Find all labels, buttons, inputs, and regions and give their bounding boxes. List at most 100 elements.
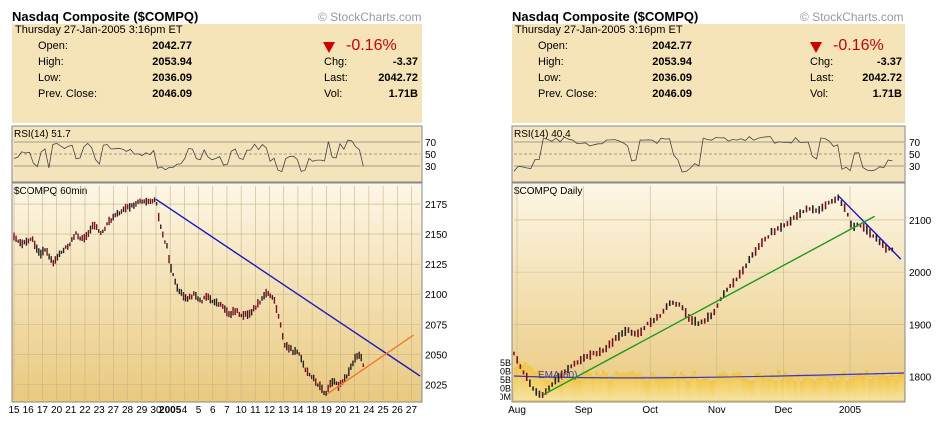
volume-bar <box>897 373 901 400</box>
x-tick-label: 26 <box>392 405 404 416</box>
volume-bar <box>728 376 732 400</box>
volume-bar <box>757 372 761 400</box>
volume-bar <box>683 374 687 400</box>
volume-bar <box>777 370 781 400</box>
volume-bar <box>878 378 882 400</box>
volume-bar <box>748 380 752 400</box>
volume-bar <box>754 373 758 400</box>
last-label: Last: <box>324 72 348 84</box>
volume-label: Vol: <box>810 88 829 100</box>
volume-bar <box>676 378 680 400</box>
volume-bar <box>809 379 813 400</box>
high-value: 2053.94 <box>652 56 692 68</box>
change-value: -3.37 <box>392 56 418 68</box>
x-tick-label: 21 <box>65 405 77 416</box>
chart-title: Nasdaq Composite ($COMPQ) <box>512 9 699 24</box>
volume-bar <box>865 370 869 400</box>
volume-bar <box>803 377 807 400</box>
volume-tick-label: 500M <box>500 392 511 402</box>
volume-bar <box>832 377 836 400</box>
x-tick-label: 5 <box>196 405 202 416</box>
y-tick-label: 2150 <box>425 230 448 241</box>
volume-bar <box>566 372 570 400</box>
volume-bar <box>842 371 846 400</box>
x-tick-label: 16 <box>23 405 35 416</box>
volume-bar <box>686 380 690 400</box>
volume-bar <box>592 376 596 400</box>
volume-bar <box>699 379 703 400</box>
prev-close-label: Prev. Close: <box>538 88 598 100</box>
prev-close-label: Prev. Close: <box>38 88 98 100</box>
x-tick-label: 20 <box>51 405 63 416</box>
volume-bar <box>514 367 518 400</box>
volume-bar <box>647 380 651 400</box>
volume-bar <box>845 381 849 400</box>
volume-bar <box>692 370 696 400</box>
high-value: 2053.94 <box>152 56 192 68</box>
x-tick-label: 17 <box>37 405 49 416</box>
volume-bar <box>705 377 709 400</box>
volume-bar <box>575 378 579 400</box>
x-tick-label: Oct <box>642 405 658 416</box>
change-percent: -0.16% <box>346 37 397 54</box>
volume-bar <box>725 373 729 400</box>
x-tick-label: 12 <box>264 405 276 416</box>
x-tick-label: 18 <box>307 405 319 416</box>
volume-bar <box>764 375 768 400</box>
trendline <box>326 334 414 395</box>
rsi-tick-label: 50 <box>909 150 921 161</box>
volume-bar <box>848 378 852 400</box>
y-tick-label: 2100 <box>909 216 932 227</box>
volume-bar <box>595 371 599 400</box>
trendline-layer <box>155 198 421 395</box>
volume-bar <box>855 375 859 400</box>
volume-bar <box>601 370 605 400</box>
volume-bar <box>631 370 635 400</box>
volume-bar <box>881 374 885 400</box>
volume-bar <box>660 377 664 400</box>
last-value: 2042.72 <box>862 72 902 84</box>
x-tick-label: 7 <box>224 405 230 416</box>
volume-bar <box>588 372 592 400</box>
volume-bar <box>579 379 583 400</box>
x-tick-label: Nov <box>708 405 726 416</box>
volume-bar <box>813 380 817 400</box>
x-tick-label: 10 <box>236 405 248 416</box>
change-label: Chg: <box>810 56 834 68</box>
volume-bar <box>835 380 839 400</box>
volume-tick-label: 1.0B <box>500 384 511 394</box>
change-percent: -0.16% <box>833 37 884 54</box>
volume-bar <box>621 372 625 400</box>
credit-text: © StockCharts.com <box>318 10 422 24</box>
volume-bar <box>790 375 794 400</box>
open-label: Open: <box>538 40 568 52</box>
trendline <box>542 215 876 396</box>
volume-bar <box>852 377 856 400</box>
rsi-line <box>513 136 893 173</box>
volume-bar <box>559 380 563 400</box>
x-tick-label: 4 <box>182 405 188 416</box>
volume-bar <box>598 374 602 400</box>
volume-bar <box>887 377 891 400</box>
volume-bar <box>741 377 745 400</box>
low-value: 2036.09 <box>652 72 692 84</box>
volume-bar <box>520 365 524 400</box>
y-tick-label: 2000 <box>909 268 932 279</box>
volume-bar <box>546 380 550 400</box>
trendline-layer <box>542 195 902 396</box>
volume-bar <box>884 377 888 400</box>
volume-bar <box>868 378 872 400</box>
volume-layer <box>513 361 905 400</box>
price-panel <box>11 182 423 403</box>
rsi-label: RSI(14) 40.4 <box>514 129 571 140</box>
volume-bar <box>871 377 875 400</box>
y-tick-layer: 2100 2000 1900 1800 <box>909 216 932 384</box>
rsi-label: RSI(14) 51.7 <box>14 129 71 140</box>
low-label: Low: <box>538 72 562 84</box>
rsi-tick-label: 70 <box>425 138 437 149</box>
low-value: 2036.09 <box>152 72 192 84</box>
volume-bar <box>738 372 742 400</box>
x-tick-label: 20 <box>335 405 347 416</box>
